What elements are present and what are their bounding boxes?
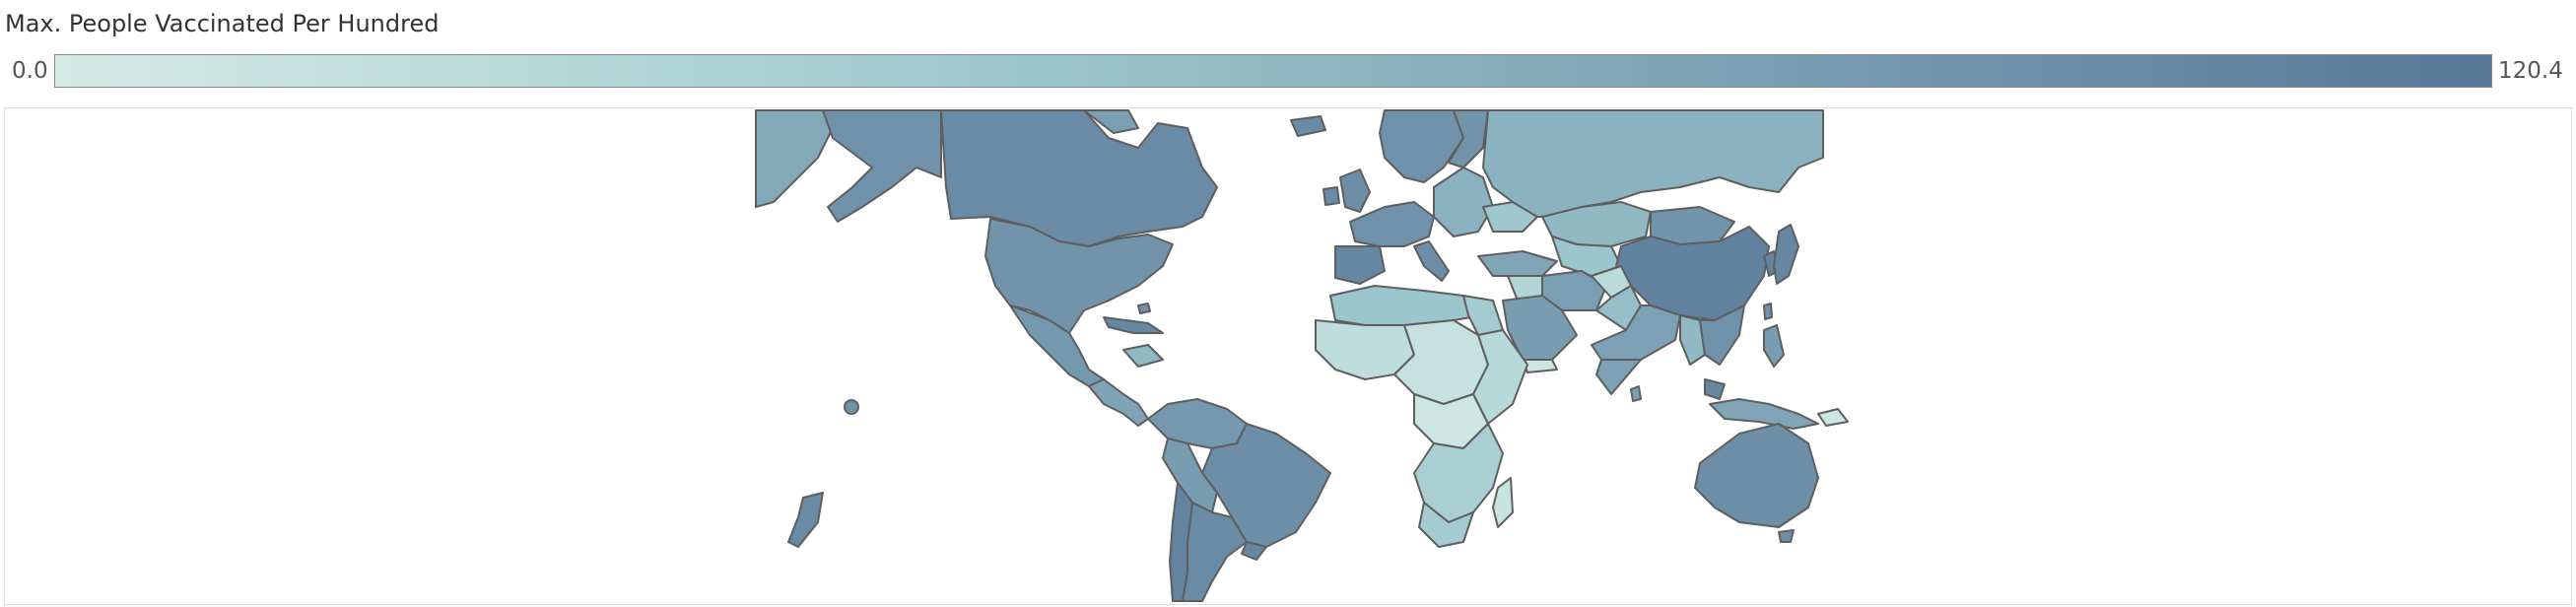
country-myanmar[interactable] [1679,314,1706,366]
country-malaysia[interactable] [1704,378,1726,400]
country-philippines[interactable] [1763,324,1785,368]
legend-min-label: 0.0 [12,58,48,84]
country-usa[interactable] [984,218,1174,334]
island-hawaii[interactable] [844,399,859,415]
island-sri-lanka[interactable] [1630,385,1642,402]
region-western-europe[interactable] [1349,201,1435,247]
country-ireland[interactable] [1322,186,1340,206]
region-southern-africa[interactable] [1413,423,1504,523]
legend-title: Max. People Vaccinated Per Hundred [5,10,440,37]
country-cuba[interactable] [1103,316,1164,334]
country-india[interactable] [1591,304,1681,361]
world-map-panel[interactable] [4,107,2572,605]
country-colombia-venezuela[interactable] [1147,398,1248,449]
country-japan[interactable] [1773,224,1799,285]
country-canada[interactable] [940,109,1218,247]
country-tasmania[interactable] [1778,529,1795,543]
country-south-africa[interactable] [1418,502,1474,548]
region-alaska-west[interactable] [755,109,834,208]
region-scandinavia[interactable] [1379,109,1464,183]
country-russia[interactable] [1482,109,1824,218]
country-uk[interactable] [1339,169,1371,213]
country-thailand-vietnam[interactable] [1699,304,1745,366]
country-madagascar[interactable] [1492,477,1514,528]
country-mongolia[interactable] [1650,206,1735,245]
country-saudi-arabia[interactable] [1502,295,1578,361]
country-papua-new-guinea[interactable] [1817,408,1849,427]
color-legend-ramp [54,54,2492,88]
country-new-zealand[interactable] [787,492,824,548]
country-honduras[interactable] [1122,344,1164,368]
region-north-africa[interactable] [1329,285,1484,326]
country-australia[interactable] [1694,423,1819,528]
country-brazil[interactable] [1201,423,1331,548]
region-east-africa[interactable] [1472,329,1528,425]
country-greenland[interactable] [1083,109,1139,134]
country-italy[interactable] [1413,240,1450,282]
world-map[interactable] [5,108,2572,605]
country-indonesia[interactable] [1709,398,1819,430]
region-central-america[interactable] [1088,378,1149,427]
country-iceland[interactable] [1290,115,1326,137]
country-china[interactable] [1615,226,1770,321]
country-chile[interactable] [1169,482,1193,602]
island-bahamas[interactable] [1137,303,1151,314]
country-turkey[interactable] [1477,250,1558,277]
country-spain-portugal[interactable] [1334,245,1386,285]
legend-max-label: 120.4 [2498,58,2563,84]
island-taiwan[interactable] [1763,303,1773,320]
region-eastern-europe[interactable] [1433,167,1494,237]
country-uruguay[interactable] [1241,541,1267,561]
region-alaska[interactable] [822,109,942,223]
country-india-south[interactable] [1595,359,1642,395]
country-pakistan[interactable] [1595,285,1642,331]
